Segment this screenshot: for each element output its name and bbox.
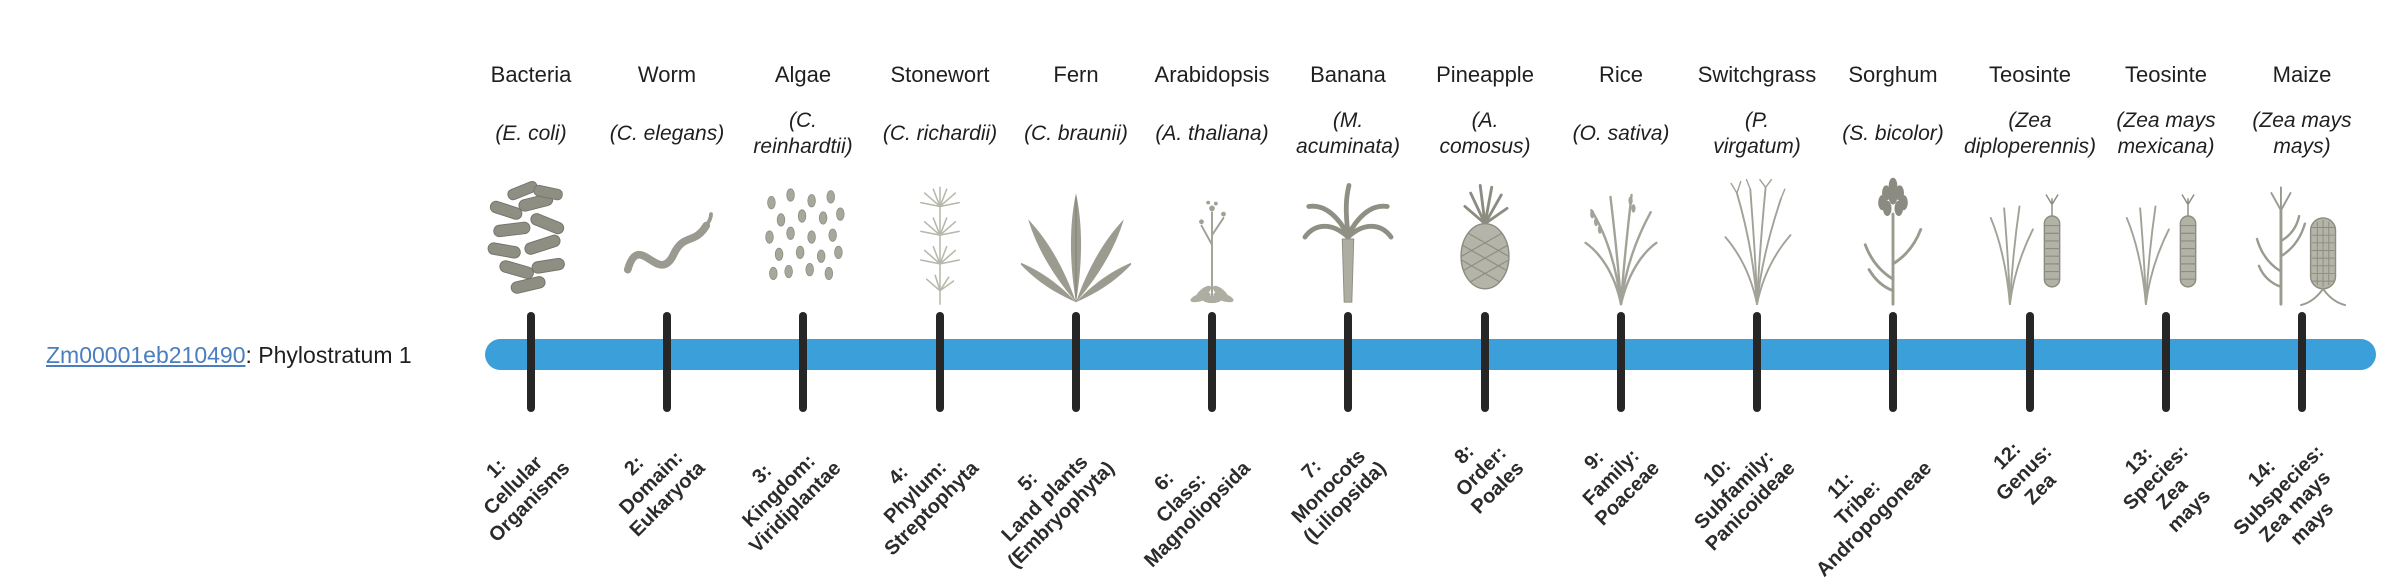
banana-icon <box>1302 183 1394 303</box>
organism-scientific-name: (A. comosus) <box>1439 108 1531 158</box>
phylostratum-label: 14: Subspecies: Zea mays mays <box>2229 440 2339 550</box>
bacteria-illustration <box>476 172 586 306</box>
teosinte-icon <box>2125 194 2197 306</box>
sorghum-icon <box>1863 177 1923 306</box>
phylostratum-tick <box>2162 312 2170 412</box>
sorghum-illustration <box>1838 172 1948 306</box>
switchgrass-illustration <box>1702 172 1812 306</box>
phylostratum-tick <box>2026 312 2034 412</box>
phylostratum-tick <box>527 312 535 412</box>
organism-name: Bacteria <box>490 62 572 87</box>
maize-illustration <box>2247 172 2357 306</box>
fern-illustration <box>1021 172 1131 306</box>
organism-name: Teosinte <box>2125 62 2207 87</box>
organism-name: Fern <box>1053 62 1099 87</box>
pineapple-illustration <box>1430 172 1540 306</box>
algae-illustration <box>748 172 858 306</box>
teosinte-icon <box>1989 194 2061 306</box>
organism-name: Algae <box>774 62 832 87</box>
organism-name: Rice <box>1598 62 1644 87</box>
switchgrass-icon <box>1724 178 1792 306</box>
organism-scientific-name: (C. reinhardtii) <box>753 108 853 158</box>
gene-link[interactable]: Zm00001eb210490 <box>46 342 246 368</box>
phylostratum-label: 1: Cellular Organisms <box>478 451 574 547</box>
rice-illustration <box>1566 172 1676 306</box>
phylostratum-label: 7: Monocots (Liliopsida) <box>1287 445 1391 549</box>
phylostratum-label: 6: Class: Magnoliopsida <box>1140 457 1255 572</box>
gene-label: Zm00001eb210490: Phylostratum 1 <box>46 341 412 369</box>
stonewort-icon <box>920 186 960 305</box>
phylostratum-label: 10: Subfamily: Panicoideae <box>1690 445 1800 556</box>
arabidopsis-icon <box>1190 200 1234 304</box>
phylostratum-label: 4: Phylum: Streptophyta <box>879 456 983 561</box>
worm-icon <box>623 212 713 274</box>
phylostratum-tick <box>2298 312 2306 412</box>
arabidopsis-illustration <box>1157 172 1267 306</box>
phylostratum-tick <box>1344 312 1352 412</box>
phylostratum-label: 2: Domain: Eukaryota <box>615 446 710 542</box>
phylostrata-timeline-bar <box>485 339 2376 370</box>
organism-scientific-name: (C. braunii) <box>1024 121 1128 145</box>
gene-label-suffix: : Phylostratum 1 <box>245 342 412 368</box>
phylostratum-label: 12: Genus: Zea <box>1989 438 2061 510</box>
phylostratum-label: 3: Kingdom: Viridiplantae <box>738 450 846 558</box>
phylostratum-label: 9: Family: Poaceae <box>1578 444 1664 531</box>
phylostratum-label: 11: Tribe: Andropogoneae <box>1811 457 1936 580</box>
rice-icon <box>1584 193 1658 306</box>
organism-name: Stonewort <box>890 62 990 87</box>
organism-scientific-name: (Zea mays mexicana) <box>2116 108 2216 158</box>
phylostratum-label: 5: Land plants (Embryophyta) <box>997 450 1119 573</box>
organism-name: Pineapple <box>1436 62 1534 87</box>
teosinte-illustration <box>1975 172 2085 306</box>
banana-illustration <box>1293 172 1403 306</box>
phylostratum-label: 8: Order: Poales <box>1449 440 1528 519</box>
phylostratum-tick <box>1753 312 1761 412</box>
phylostratum-tick <box>936 312 944 412</box>
organism-scientific-name: (A. thaliana) <box>1155 121 1269 145</box>
phylostratum-tick <box>663 312 671 412</box>
organism-scientific-name: (C. richardii) <box>882 121 998 145</box>
phylostratum-tick <box>1208 312 1216 412</box>
organism-scientific-name: (E. coli) <box>495 121 567 145</box>
phylostratum-label: 13: Species: Zea mays <box>2118 440 2215 537</box>
maize-icon <box>2255 186 2347 306</box>
organism-scientific-name: (M. acuminata) <box>1296 108 1400 158</box>
phylostratum-tick <box>1889 312 1897 412</box>
fern-icon <box>1021 193 1131 303</box>
organism-name: Switchgrass <box>1697 62 1817 87</box>
organism-name: Sorghum <box>1848 62 1938 87</box>
organism-name: Arabidopsis <box>1154 62 1270 87</box>
worm-illustration <box>612 172 722 306</box>
phylostratum-tick <box>1072 312 1080 412</box>
pineapple-icon <box>1460 183 1510 290</box>
stonewort-illustration <box>885 172 995 306</box>
phylostratum-tick <box>799 312 807 412</box>
organism-name: Worm <box>637 62 697 87</box>
organism-scientific-name: (O. sativa) <box>1572 121 1670 145</box>
phylostratum-tick <box>1481 312 1489 412</box>
organism-scientific-name: (C. elegans) <box>609 121 725 145</box>
algae-icon <box>765 188 845 281</box>
organism-name: Teosinte <box>1989 62 2071 87</box>
organism-scientific-name: (S. bicolor) <box>1842 121 1944 145</box>
organism-name: Banana <box>1310 62 1386 87</box>
organism-scientific-name: (P. virgatum) <box>1713 108 1801 158</box>
teosinte-illustration <box>2111 172 2221 306</box>
organism-scientific-name: (Zea mays mays) <box>2252 108 2352 158</box>
organism-scientific-name: (Zea diploperennis) <box>1964 108 2096 158</box>
bacteria-icon <box>487 180 565 294</box>
phylostratum-tick <box>1617 312 1625 412</box>
organism-name: Maize <box>2272 62 2332 87</box>
